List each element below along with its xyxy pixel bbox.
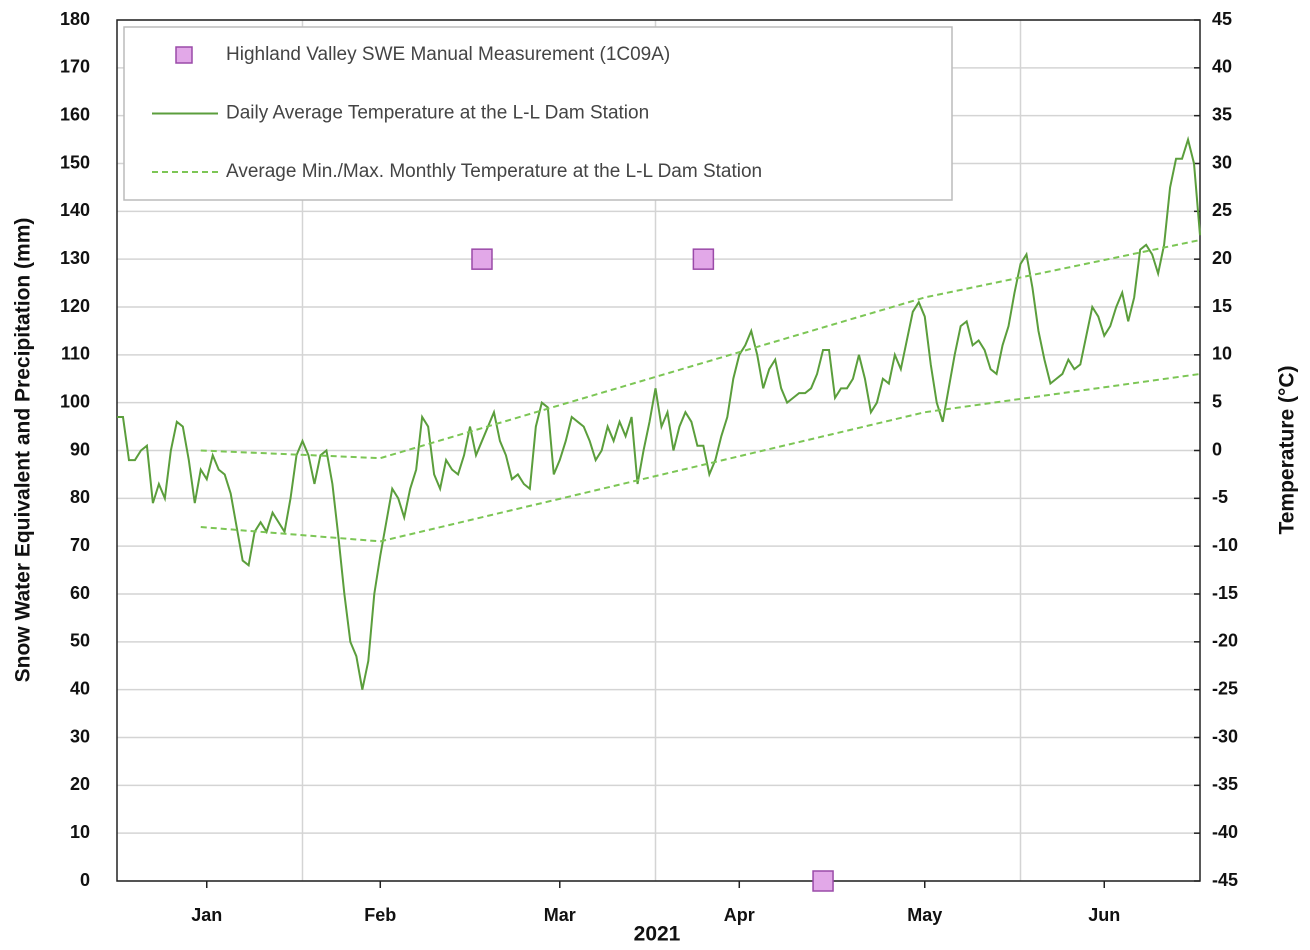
y2-tick-label: 5: [1212, 391, 1222, 411]
y2-axis-label: Temperature (°C): [1276, 365, 1299, 534]
y-tick-label: 140: [60, 200, 90, 220]
y2-tick-label: -15: [1212, 583, 1238, 603]
y2-tick-label: -5: [1212, 487, 1228, 507]
y-tick-label: 30: [70, 726, 90, 746]
y-tick-label: 70: [70, 535, 90, 555]
y-tick-label: 110: [61, 344, 90, 364]
y2-tick-label: -35: [1212, 774, 1238, 794]
y-tick-label: 80: [70, 487, 90, 507]
y-axis-label: Snow Water Equivalent and Precipitation …: [12, 218, 35, 683]
y2-tick-label: 25: [1212, 200, 1232, 220]
y2-tick-label: 10: [1212, 344, 1232, 364]
y-tick-label: 0: [80, 870, 90, 890]
y-tick-label: 180: [60, 9, 90, 29]
swe-marker: [692, 248, 715, 270]
y-tick-label: 90: [70, 439, 90, 459]
swe-marker: [471, 248, 493, 270]
dashed-line: [200, 372, 1201, 543]
legend-box: [123, 26, 953, 201]
y2-tick-label: -30: [1212, 726, 1238, 746]
y-tick-label: 160: [60, 104, 90, 124]
y2-tick-label: 0: [1212, 439, 1222, 459]
plot-frame: [116, 19, 1201, 882]
y2-tick-label: -20: [1212, 631, 1238, 651]
y-tick-label: 120: [60, 296, 90, 316]
legend-marker: [175, 46, 193, 64]
legend-label: Average Min./Max. Monthly Temperature at…: [226, 161, 762, 182]
x-axis-label: 2021: [634, 923, 681, 946]
y-tick-label: 60: [70, 583, 90, 603]
x-tick-label: Apr: [724, 905, 755, 925]
y2-tick-label: 45: [1212, 9, 1232, 29]
y-tick-label: 40: [70, 678, 90, 698]
y-tick-label: 170: [60, 57, 90, 77]
x-tick-label: Feb: [364, 905, 396, 925]
y-tick-label: 130: [60, 248, 90, 268]
legend-label: Highland Valley SWE Manual Measurement (…: [226, 44, 670, 65]
y2-tick-label: -45: [1212, 870, 1238, 890]
legend-label: Daily Average Temperature at the L-L Dam…: [226, 103, 649, 124]
y2-tick-label: 30: [1212, 152, 1232, 172]
y2-tick-label: -40: [1212, 822, 1238, 842]
x-tick-label: Jun: [1088, 905, 1120, 925]
y2-tick-label: 40: [1212, 57, 1232, 77]
dashed-line: [200, 239, 1201, 460]
line: [117, 135, 1201, 690]
y-tick-label: 50: [70, 631, 90, 651]
y2-tick-label: 35: [1212, 104, 1232, 124]
x-tick-label: Mar: [544, 905, 576, 925]
y2-tick-label: -10: [1212, 535, 1238, 555]
y2-tick-label: -25: [1212, 678, 1238, 698]
y2-tick-label: 20: [1212, 248, 1232, 268]
swe-marker: [812, 870, 834, 892]
y-tick-label: 100: [60, 391, 90, 411]
y-tick-label: 150: [60, 152, 90, 172]
x-tick-label: May: [907, 905, 942, 925]
y2-tick-label: 15: [1212, 296, 1232, 316]
x-tick-label: Jan: [191, 905, 222, 925]
y-tick-label: 10: [70, 822, 90, 842]
y-tick-label: 20: [70, 774, 90, 794]
